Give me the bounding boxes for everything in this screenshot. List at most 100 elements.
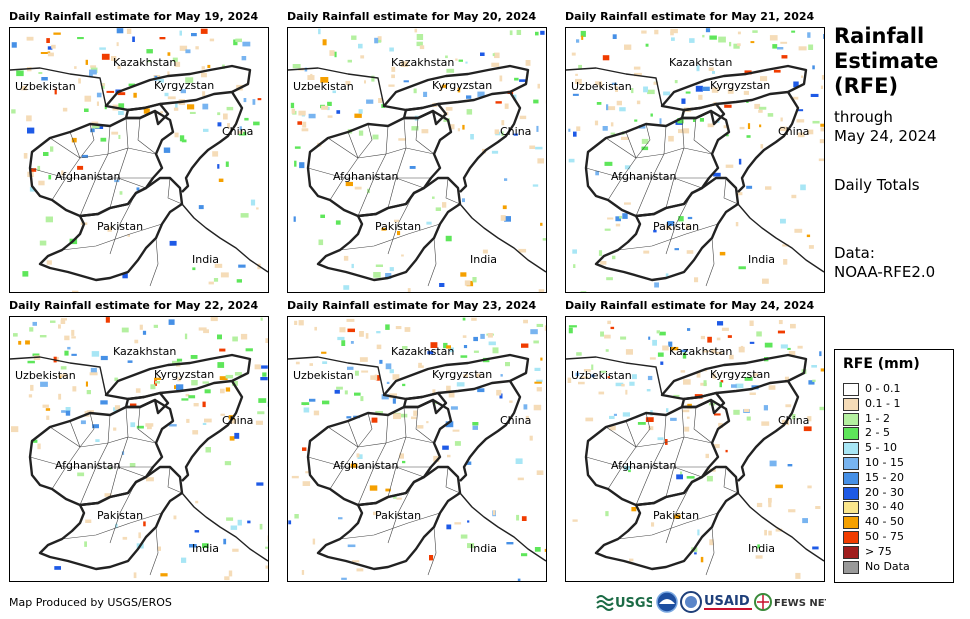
legend-label: 15 - 20 bbox=[865, 470, 904, 484]
india-border bbox=[459, 492, 546, 562]
rainfall-map: Kazakhstan Uzbekistan Kyrgyzstan China Afgha… bbox=[287, 27, 547, 293]
province-boundary bbox=[723, 177, 739, 205]
pakistan-border bbox=[316, 465, 462, 571]
province-boundary bbox=[327, 426, 435, 448]
india-border bbox=[737, 492, 824, 562]
province-boundary bbox=[635, 123, 651, 159]
country-label-kyrgyzstan: Kyrgyzstan bbox=[154, 368, 215, 381]
rainfall-map: Kazakhstan Uzbekistan Kyrgyzstan China Afgha… bbox=[565, 27, 825, 293]
country-label-kyrgyzstan: Kyrgyzstan bbox=[432, 368, 493, 381]
legend-swatch bbox=[843, 560, 859, 574]
legend-label: 0.1 - 1 bbox=[865, 396, 901, 410]
province-boundary bbox=[705, 237, 715, 287]
country-label-kyrgyzstan: Kyrgyzstan bbox=[710, 368, 771, 381]
country-label-india: India bbox=[748, 253, 775, 266]
legend-label: 30 - 40 bbox=[865, 500, 904, 514]
province-boundary bbox=[427, 526, 437, 576]
province-boundary bbox=[51, 420, 81, 490]
province-boundary bbox=[445, 466, 461, 494]
country-label-china: China bbox=[222, 414, 254, 427]
tajikistan-border bbox=[402, 102, 448, 126]
legend-swatch bbox=[843, 427, 859, 441]
province-boundary bbox=[693, 117, 713, 155]
legend-label: 1 - 2 bbox=[865, 411, 890, 425]
afghanistan-border bbox=[28, 398, 175, 507]
province-boundary bbox=[415, 406, 435, 444]
kazakhstan-border bbox=[10, 67, 107, 107]
country-label-afghanistan: Afghanistan bbox=[611, 459, 677, 472]
country-label-pakistan: Pakistan bbox=[653, 509, 700, 522]
fewsnet-logo-text: FEWS NET bbox=[774, 598, 826, 609]
province-boundary bbox=[427, 237, 437, 287]
map-graphic bbox=[566, 28, 824, 292]
panel-title: Daily Rainfall estimate for May 19, 2024 bbox=[9, 10, 259, 23]
province-boundary bbox=[167, 466, 183, 494]
country-label-uzbekistan: Uzbekistan bbox=[15, 369, 76, 382]
province-boundary bbox=[149, 237, 159, 287]
map-graphic bbox=[288, 317, 546, 581]
legend-label: No Data bbox=[865, 559, 910, 573]
country-label-india: India bbox=[470, 542, 497, 555]
map-panel-4: Daily Rainfall estimate for May 22, 2024… bbox=[9, 299, 269, 582]
province-boundary bbox=[109, 192, 137, 255]
rainfall-overlay bbox=[288, 317, 546, 581]
fewsnet-logo: FEWS NET bbox=[754, 591, 832, 617]
china-border bbox=[181, 91, 244, 193]
province-boundary bbox=[705, 526, 715, 576]
country-label-pakistan: Pakistan bbox=[375, 220, 422, 233]
province-boundary bbox=[617, 512, 719, 540]
noaa-logo-icon bbox=[656, 591, 678, 617]
province-boundary bbox=[605, 426, 713, 448]
legend-swatch bbox=[843, 531, 859, 544]
panel-title: Daily Rainfall estimate for May 20, 2024 bbox=[287, 10, 537, 23]
country-label-kazakhstan: Kazakhstan bbox=[669, 345, 733, 358]
province-boundary bbox=[445, 177, 461, 205]
province-boundary bbox=[109, 481, 137, 544]
kazakhstan-border bbox=[566, 67, 663, 107]
province-boundary bbox=[49, 426, 157, 448]
tajikistan-border bbox=[680, 102, 726, 126]
panel-title: Daily Rainfall estimate for May 23, 2024 bbox=[287, 299, 537, 312]
province-boundary bbox=[117, 177, 147, 189]
province-boundary bbox=[415, 117, 435, 155]
legend-label: 5 - 10 bbox=[865, 441, 897, 455]
country-label-india: India bbox=[192, 253, 219, 266]
map-graphic bbox=[10, 28, 268, 292]
province-boundary bbox=[51, 131, 81, 201]
province-boundary bbox=[387, 117, 407, 209]
country-label-pakistan: Pakistan bbox=[653, 220, 700, 233]
china-border bbox=[737, 380, 800, 482]
title-line-1: Rainfall bbox=[834, 24, 925, 48]
country-label-uzbekistan: Uzbekistan bbox=[293, 369, 354, 382]
country-label-kazakhstan: Kazakhstan bbox=[391, 345, 455, 358]
province-boundary bbox=[357, 123, 373, 159]
legend-label: > 75 bbox=[865, 544, 892, 558]
daily-totals-text: Daily Totals bbox=[834, 176, 920, 194]
tajikistan-border bbox=[680, 391, 726, 415]
pakistan-border bbox=[38, 176, 184, 282]
country-label-uzbekistan: Uzbekistan bbox=[293, 80, 354, 93]
province-boundary bbox=[149, 526, 159, 576]
doc-seal-icon bbox=[680, 591, 702, 617]
legend-label: 20 - 30 bbox=[865, 485, 904, 499]
map-panel-6: Daily Rainfall estimate for May 24, 2024… bbox=[565, 299, 825, 582]
country-label-china: China bbox=[778, 125, 810, 138]
panel-title: Daily Rainfall estimate for May 22, 2024 bbox=[9, 299, 259, 312]
kazakhstan-border bbox=[288, 67, 385, 107]
province-boundary bbox=[665, 117, 685, 209]
usgs-mark-icon: USGS bbox=[596, 595, 655, 611]
kazakhstan-border bbox=[10, 356, 107, 396]
tajikistan-border bbox=[124, 391, 170, 415]
legend-title: RFE (mm) bbox=[843, 356, 920, 372]
province-boundary bbox=[635, 412, 651, 448]
china-border bbox=[459, 380, 522, 482]
title-line-3: (RFE) bbox=[834, 74, 899, 98]
data-source-text: Data: NOAA-RFE2.0 bbox=[834, 244, 935, 282]
country-label-uzbekistan: Uzbekistan bbox=[15, 80, 76, 93]
kazakhstan-border bbox=[288, 356, 385, 396]
country-label-kazakhstan: Kazakhstan bbox=[391, 56, 455, 69]
country-label-india: India bbox=[192, 542, 219, 555]
province-boundary bbox=[635, 125, 667, 217]
legend-label: 40 - 50 bbox=[865, 515, 904, 529]
